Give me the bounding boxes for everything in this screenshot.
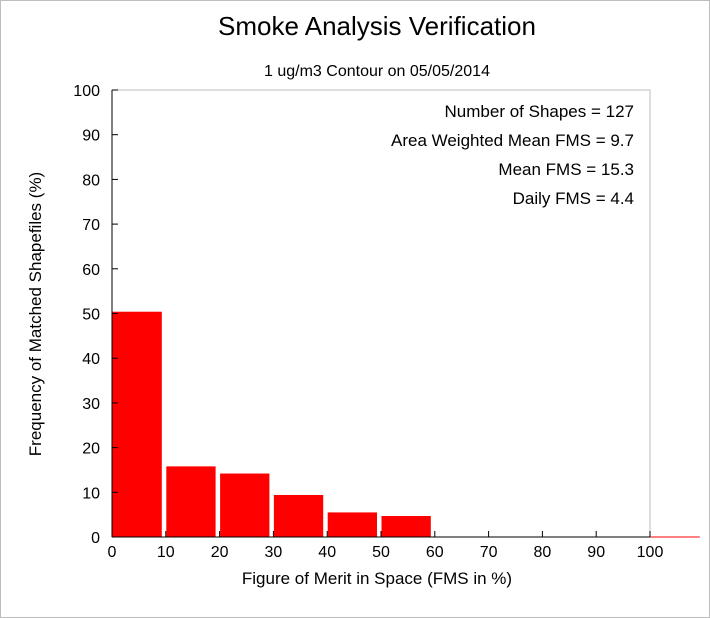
y-tick-label: 30 [82,396,100,413]
y-tick-label: 40 [82,351,100,368]
y-tick-label: 20 [82,441,100,458]
histogram-bar [381,515,431,537]
y-tick-label: 0 [91,530,100,547]
stats-annotation: Daily FMS = 4.4 [513,189,634,208]
x-tick-label: 10 [157,544,175,561]
stats-annotation: Area Weighted Mean FMS = 9.7 [391,131,634,150]
histogram-bar [273,494,324,537]
histogram-bar [327,512,377,537]
y-tick-label: 60 [82,262,100,279]
y-tick-label: 80 [82,172,100,189]
histogram-bar [220,473,270,537]
stats-annotation: Number of Shapes = 127 [445,102,634,121]
x-tick-label: 40 [318,544,336,561]
x-tick-label: 30 [265,544,283,561]
x-tick-label: 0 [108,544,117,561]
y-tick-label: 90 [82,128,100,145]
histogram-bar [112,311,162,537]
x-tick-label: 20 [211,544,229,561]
x-tick-label: 60 [426,544,444,561]
x-tick-label: 50 [372,544,390,561]
plot-area: 0 10 20 30 40 50 60 70 80 90 100 0 10 20 30 40 50 60 70 80 9… [73,83,700,561]
x-axis-label: Figure of Merit in Space (FMS in %) [242,569,512,588]
chart-subtitle: 1 ug/m3 Contour on 05/05/2014 [264,63,490,80]
histogram-bar [166,466,216,537]
x-tick-label: 100 [637,544,664,561]
x-tick-label: 90 [587,544,605,561]
y-tick-label: 10 [82,485,100,502]
chart-title: Smoke Analysis Verification [218,11,536,41]
y-tick-label: 50 [82,307,100,324]
x-tick-label: 80 [534,544,552,561]
y-tick-label: 70 [82,217,100,234]
stats-annotation: Mean FMS = 15.3 [498,160,634,179]
y-tick-label: 100 [73,83,100,100]
y-axis-label: Frequency of Matched Shapefiles (%) [26,172,45,456]
x-tick-label: 70 [480,544,498,561]
